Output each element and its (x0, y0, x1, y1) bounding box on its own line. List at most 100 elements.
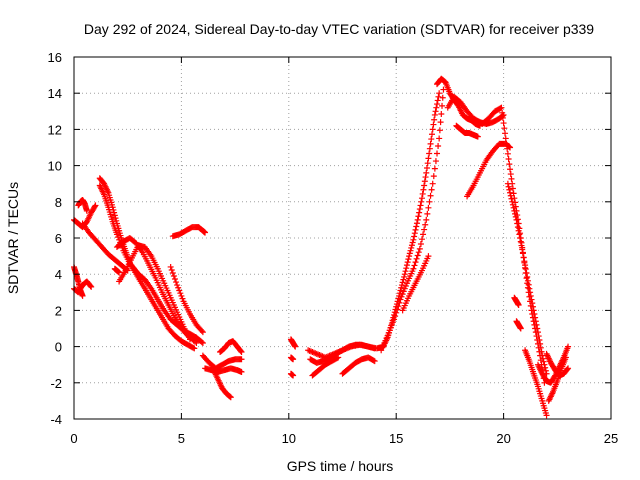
data-point-plus-marker (290, 356, 297, 363)
data-point-plus-marker (565, 365, 572, 372)
data-point-plus-marker (530, 307, 537, 314)
data-point-plus-marker (416, 209, 423, 216)
series-arc-22 (309, 354, 342, 379)
y-tick-label: 4 (55, 267, 62, 282)
data-point-plus-marker (507, 166, 514, 173)
data-point-plus-marker (335, 354, 342, 361)
data-point-plus-marker (398, 293, 405, 300)
data-point-plus-marker (191, 345, 198, 352)
data-point-plus-marker (504, 145, 511, 152)
data-point-plus-marker (514, 224, 521, 231)
data-point-plus-marker (404, 259, 411, 266)
data-point-plus-marker (412, 259, 419, 266)
data-point-plus-marker (435, 142, 442, 149)
data-point-plus-marker (434, 101, 441, 108)
y-axis-label: SDTVAR / TECUs (5, 182, 21, 294)
series-arc-34 (513, 318, 524, 332)
series-arc-13 (199, 352, 245, 372)
data-point-plus-marker (227, 393, 234, 400)
data-point-plus-marker (523, 269, 530, 276)
data-point-plus-marker (510, 204, 517, 211)
data-point-plus-marker (112, 215, 119, 222)
data-point-plus-marker (506, 161, 513, 168)
data-point-plus-marker (431, 165, 438, 172)
data-point-plus-marker (401, 285, 408, 292)
data-point-plus-marker (523, 275, 530, 282)
data-point-plus-marker (116, 269, 123, 276)
data-point-plus-marker (292, 343, 299, 350)
data-point-plus-marker (437, 119, 444, 126)
series-arc-12 (111, 265, 123, 276)
data-point-plus-marker (505, 183, 512, 190)
series-arc-28 (444, 93, 507, 127)
data-point-plus-marker (178, 292, 185, 299)
data-point-plus-marker (505, 155, 512, 162)
data-point-plus-marker (424, 160, 431, 167)
data-point-plus-marker (514, 220, 521, 227)
data-point-plus-marker (428, 136, 435, 143)
x-tick-label: 15 (389, 431, 403, 446)
data-point-plus-marker (403, 262, 410, 269)
data-point-plus-marker (83, 207, 90, 214)
data-point-plus-marker (418, 236, 425, 243)
data-point-plus-marker (396, 290, 403, 297)
series-arc-14 (210, 367, 234, 401)
data-point-plus-marker (529, 300, 536, 307)
series-arc-11 (169, 224, 209, 240)
series-arc-9 (113, 235, 200, 346)
data-point-plus-marker (407, 247, 414, 254)
data-point-plus-marker (116, 236, 123, 243)
data-point-plus-marker (403, 265, 410, 272)
data-point-plus-marker (539, 352, 546, 359)
data-point-plus-marker (400, 288, 407, 295)
chart-title: Day 292 of 2024, Sidereal Day-to-day VTE… (84, 21, 594, 37)
data-point-plus-marker (517, 235, 524, 241)
data-point-plus-marker (113, 217, 120, 224)
data-point-plus-marker (539, 355, 546, 362)
data-point-plus-marker (535, 333, 542, 340)
data-point-plus-marker (393, 309, 400, 316)
data-point-plus-marker (111, 209, 118, 216)
data-point-plus-marker (387, 324, 394, 331)
data-point-plus-marker (395, 303, 402, 310)
data-point-plus-marker (416, 206, 423, 213)
data-point-plus-marker (173, 279, 180, 286)
series-arc-18 (287, 354, 297, 363)
data-point-plus-marker (426, 145, 433, 152)
data-point-plus-marker (111, 212, 118, 219)
data-point-plus-marker (427, 192, 434, 199)
data-point-plus-marker (434, 150, 441, 157)
data-point-plus-marker (506, 186, 513, 193)
data-point-plus-marker (518, 242, 525, 249)
data-point-plus-marker (565, 343, 572, 350)
data-point-plus-marker (520, 254, 527, 261)
data-point-plus-marker (532, 318, 539, 325)
data-point-plus-marker (516, 231, 523, 238)
data-point-plus-marker (401, 273, 408, 280)
data-point-plus-marker (434, 97, 441, 104)
data-point-plus-marker (398, 282, 405, 289)
data-point-plus-marker (431, 116, 438, 123)
data-point-plus-marker (412, 226, 419, 233)
data-point-plus-marker (502, 135, 509, 142)
data-point-plus-marker (499, 109, 506, 116)
data-point-plus-marker (512, 213, 519, 220)
data-point-plus-marker (519, 246, 526, 253)
data-point-plus-marker (436, 135, 443, 142)
data-point-plus-marker (564, 366, 571, 373)
data-point-plus-marker (384, 332, 391, 339)
data-point-plus-marker (176, 287, 183, 294)
data-point-plus-marker (411, 230, 418, 237)
data-point-plus-marker (175, 284, 182, 291)
data-point-plus-marker (385, 330, 392, 337)
data-point-plus-marker (422, 221, 429, 228)
data-point-plus-marker (500, 120, 507, 127)
data-point-plus-marker (414, 252, 421, 259)
data-point-plus-marker (417, 241, 424, 248)
data-point-plus-marker (406, 250, 413, 257)
x-tick-label: 5 (178, 431, 185, 446)
data-point-plus-marker (421, 226, 428, 233)
x-tick-labels: 0 5 10 15 20 25 (70, 431, 618, 446)
data-point-plus-marker (334, 355, 341, 362)
data-point-plus-marker (522, 266, 529, 273)
